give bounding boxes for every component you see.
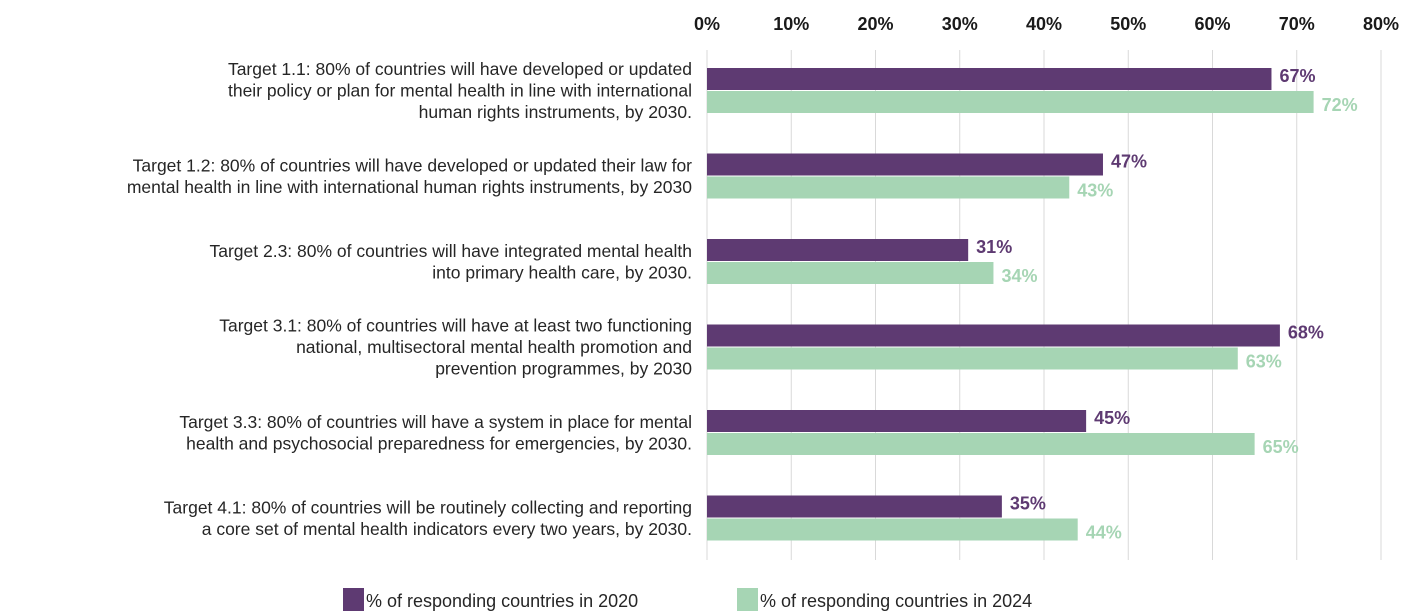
data-label: 34%	[1001, 266, 1037, 286]
bar-2024	[707, 262, 994, 284]
bar-2020	[707, 68, 1272, 90]
bar-2020	[707, 239, 969, 261]
legend-swatch-2020	[343, 588, 364, 611]
legend-label-2020: % of responding countries in 2020	[366, 591, 638, 611]
data-label: 65%	[1263, 437, 1299, 457]
x-tick-label: 20%	[857, 14, 893, 34]
data-label: 72%	[1322, 95, 1358, 115]
category-label: Target 3.3: 80% of countries will have a…	[179, 412, 692, 454]
bars	[707, 68, 1314, 541]
data-label: 43%	[1077, 181, 1113, 201]
category-label: Target 1.2: 80% of countries will have d…	[127, 155, 692, 197]
x-tick-label: 10%	[773, 14, 809, 34]
category-label: Target 1.1: 80% of countries will have d…	[228, 59, 692, 122]
bar-2020	[707, 410, 1087, 432]
data-label: 35%	[1010, 494, 1046, 514]
bar-2024	[707, 91, 1314, 113]
category-label: Target 3.1: 80% of countries will have a…	[219, 316, 692, 379]
x-tick-label: 0%	[694, 14, 720, 34]
x-tick-label: 30%	[942, 14, 978, 34]
data-labels: 67% 72% 47% 43% 31% 34% 68% 63% 45% 65% 35% 44%	[976, 66, 1357, 543]
bar-2020	[707, 153, 1103, 176]
bar-2020	[707, 495, 1002, 518]
legend-label-2024: % of responding countries in 2024	[760, 591, 1032, 611]
x-tick-label: 60%	[1194, 14, 1230, 34]
x-axis-ticks: 0% 10% 20% 30% 40% 50% 60% 70% 80%	[694, 14, 1399, 34]
bar-2020	[707, 324, 1280, 347]
x-tick-label: 40%	[1026, 14, 1062, 34]
data-label: 44%	[1086, 523, 1122, 543]
gridlines	[706, 50, 1382, 560]
x-tick-label: 70%	[1279, 14, 1315, 34]
data-label: 45%	[1094, 408, 1130, 428]
bar-2024	[707, 347, 1238, 370]
data-label: 47%	[1111, 152, 1147, 172]
category-labels: Target 1.1: 80% of countries will have d…	[127, 59, 692, 539]
legend: % of responding countries in 2020 % of re…	[343, 588, 1032, 611]
bar-2024	[707, 433, 1255, 455]
bar-2024	[707, 176, 1070, 199]
data-label: 31%	[976, 237, 1012, 257]
legend-swatch-2024	[737, 588, 758, 611]
x-tick-label: 80%	[1363, 14, 1399, 34]
category-label: Target 4.1: 80% of countries will be rou…	[164, 497, 692, 539]
data-label: 68%	[1288, 323, 1324, 343]
bar-2024	[707, 518, 1078, 541]
category-label: Target 2.3: 80% of countries will have i…	[209, 241, 692, 283]
x-tick-label: 50%	[1110, 14, 1146, 34]
data-label: 63%	[1246, 352, 1282, 372]
data-label: 67%	[1279, 66, 1315, 86]
